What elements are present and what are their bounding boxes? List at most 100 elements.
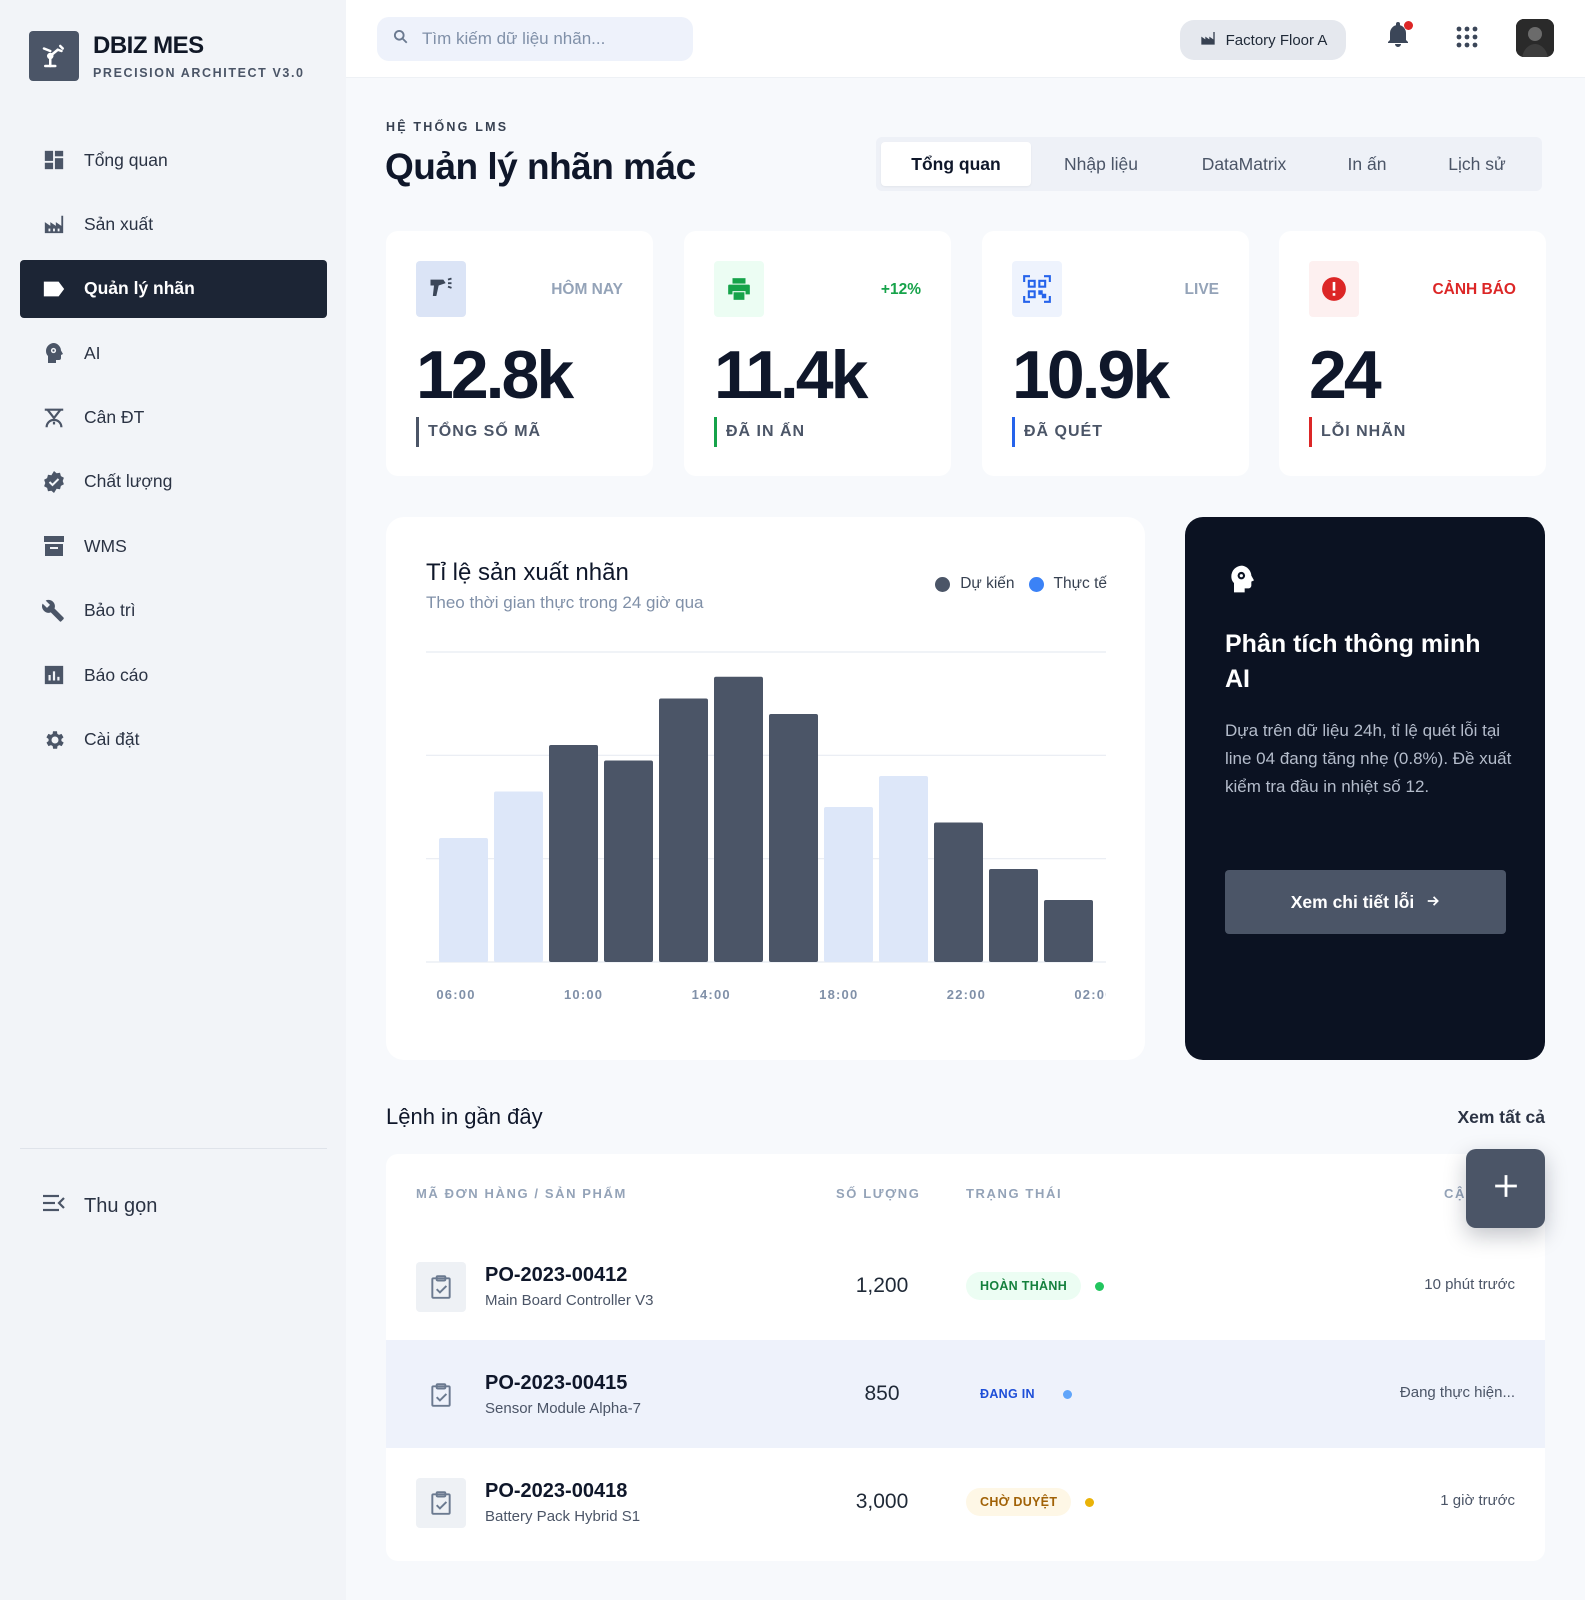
dashboard-icon [42,148,66,172]
table-row[interactable]: PO-2023-00412 Main Board Controller V3 1… [386,1232,1545,1340]
chart-bar[interactable] [824,807,873,962]
stat-card-printed: +12% 11.4k ĐÃ IN ẤN [684,231,951,476]
stat-card-label-errors: CẢNH BÁO 24 LỖI NHÃN [1279,231,1546,476]
wrench-icon [42,599,66,623]
tab-in-an[interactable]: In ấn [1347,153,1387,174]
notifications-button[interactable] [1386,21,1413,53]
sidebar-item-cai-dat[interactable]: Cài đặt [20,711,327,769]
table-row[interactable]: PO-2023-00418 Battery Pack Hybrid S1 3,0… [386,1448,1545,1556]
stat-card-scanned: LIVE 10.9k ĐÃ QUÉT [982,231,1249,476]
ai-insight-card: Phân tích thông minh AI Dựa trên dữ liệu… [1185,517,1545,1060]
page-title: Quản lý nhãn mác [385,146,696,187]
x-tick-label: 06:00 [436,987,475,1002]
quantity: 3,000 [855,1490,909,1513]
sidebar-item-quan-ly-nhan[interactable]: Quản lý nhãn [20,259,327,318]
column-header: SỐ LƯỢNG [836,1186,921,1201]
sidebar-nav: Tổng quan Sản xuất Quản lý nhãn AI Cân Đ… [20,131,327,775]
tab-nhap-lieu[interactable]: Nhập liệu [1064,153,1138,174]
factory-label: Factory Floor A [1225,31,1328,49]
column-header: MÃ ĐƠN HÀNG / SẢN PHẨM [416,1186,627,1201]
sidebar-item-label: Báo cáo [84,664,149,685]
tab-tong-quan[interactable]: Tổng quan [881,142,1031,186]
avatar[interactable] [1516,19,1554,57]
search-input[interactable] [422,29,682,49]
see-all-link[interactable]: Xem tất cả [1457,1107,1545,1127]
order-id: PO-2023-00412 [485,1264,628,1286]
chart-bar[interactable] [659,698,708,963]
sidebar-item-tong-quan[interactable]: Tổng quan [20,131,327,189]
status-dot [1095,1281,1105,1291]
sidebar: DBIZ MES PRECISION ARCHITECT V3.0 Tổng q… [0,0,346,1600]
stat-value: 24 [1309,337,1382,413]
arrow-right-icon [1426,892,1440,913]
x-tick-label: 18:00 [819,987,858,1002]
legend-dot [935,576,951,592]
stat-value: 11.4k [714,337,868,413]
sidebar-item-ai[interactable]: AI [20,324,327,382]
product-name: Battery Pack Hybrid S1 [485,1508,641,1525]
chart-bar[interactable] [494,791,543,963]
status-badge: CHỜ DUYỆT [966,1488,1072,1516]
chart-bar[interactable] [439,838,488,962]
chart-bar[interactable] [934,822,983,963]
collapse-button[interactable]: Thu gọn [42,1193,157,1219]
sidebar-divider [20,1148,327,1149]
x-tick-label: 14:00 [692,987,731,1002]
legend-item-actual: Thực tế [1028,575,1107,593]
chart-bar[interactable] [989,869,1038,962]
sidebar-item-bao-tri[interactable]: Bảo trì [20,582,327,640]
gear-icon [42,728,66,752]
button-label: Xem chi tiết lỗi [1290,891,1415,912]
sidebar-item-label: Cài đặt [84,729,140,750]
chart-bar[interactable] [714,676,763,962]
chart-bar[interactable] [604,760,653,963]
stat-tag: CẢNH BÁO [1432,281,1516,298]
error-alert-icon [1309,261,1359,317]
product-name: Sensor Module Alpha-7 [485,1400,641,1417]
bell-icon [1386,22,1410,52]
sidebar-item-label: Quản lý nhãn [84,278,195,299]
order-id: PO-2023-00415 [485,1372,628,1394]
brand: DBIZ MES PRECISION ARCHITECT V3.0 [29,31,305,81]
chart-bar[interactable] [879,776,928,962]
ai-head-icon [1226,562,1258,601]
add-print-job-button[interactable] [1466,1149,1545,1228]
stat-tag: +12% [880,281,921,298]
stat-label: ĐÃ IN ẤN [714,417,805,447]
table-row[interactable]: PO-2023-00415 Sensor Module Alpha-7 850 … [386,1340,1545,1448]
chart-bar[interactable] [549,745,598,962]
status-cell: HOÀN THÀNH [966,1272,1105,1300]
quantity: 850 [864,1382,900,1405]
factory-selector[interactable]: Factory Floor A [1180,20,1346,60]
clipboard-check-icon [416,1262,466,1312]
verified-badge-icon [42,470,66,494]
updated-time: Đang thực hiện... [1399,1384,1515,1401]
ai-body: Dựa trên dữ liệu 24h, tỉ lệ quét lỗi tại… [1225,721,1512,796]
sidebar-item-san-xuat[interactable]: Sản xuất [20,195,327,253]
collapse-menu-icon [42,1193,66,1219]
x-tick-label: 10:00 [564,987,603,1002]
topbar: Factory Floor A [346,0,1585,78]
stat-label: TỔNG SỐ MÃ [416,417,541,447]
view-error-details-button[interactable]: Xem chi tiết lỗi [1225,870,1506,934]
sidebar-item-label: Chất lượng [84,471,173,492]
sidebar-item-label: Cân ĐT [84,407,145,428]
factory-icon [1199,30,1217,50]
recent-prints-title: Lệnh in gần đây [386,1104,543,1129]
ai-head-icon [42,341,66,365]
sidebar-item-wms[interactable]: WMS [20,517,327,575]
chart-bar[interactable] [1044,900,1093,962]
archive-box-icon [42,534,66,558]
label-icon [42,277,66,301]
sidebar-item-can-dt[interactable]: Cân ĐT [20,389,327,447]
chart-legend: Dự kiến Thực tế [921,575,1107,593]
tab-lich-su[interactable]: Lịch sử [1448,153,1506,174]
updated-time: 10 phút trước [1424,1276,1515,1293]
order-id: PO-2023-00418 [485,1480,628,1502]
stat-label: ĐÃ QUÉT [1012,417,1103,447]
sidebar-item-chat-luong[interactable]: Chất lượng [20,453,327,511]
chart-bar[interactable] [769,714,818,962]
tab-datamatrix[interactable]: DataMatrix [1201,153,1287,174]
sidebar-item-bao-cao[interactable]: Báo cáo [20,646,327,704]
apps-button[interactable] [1456,26,1478,53]
